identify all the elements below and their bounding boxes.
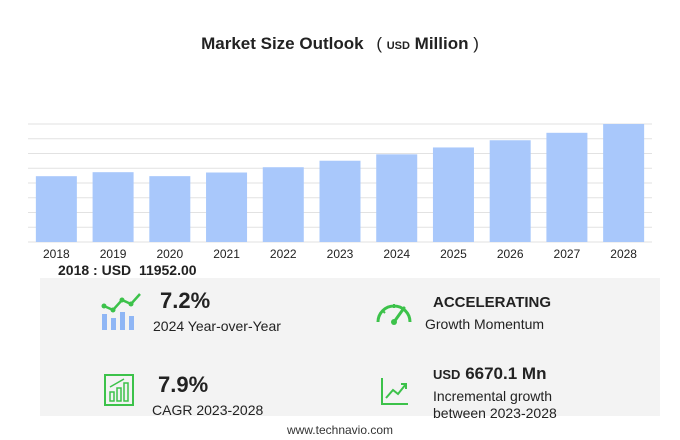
stats-panel: 7.2% 2024 Year-over-Year ACCELERATING Gr… — [40, 278, 660, 421]
bar-growth-icon — [104, 374, 134, 406]
growth-chart-icon — [101, 293, 141, 330]
x-tick-label: 2026 — [497, 247, 524, 261]
momentum-label: Growth Momentum — [425, 316, 545, 332]
bar-2028 — [603, 124, 645, 242]
title-text: Market Size Outlook — [201, 34, 364, 53]
bar-2019 — [92, 172, 134, 242]
x-tick-label: 2024 — [383, 247, 410, 261]
base-year-value: 2018 : USD 11952.00 — [58, 262, 197, 278]
incremental-label-1: Incremental growth — [433, 388, 553, 404]
unit-main: Million — [414, 34, 469, 53]
bar-2021 — [206, 172, 248, 242]
incremental-label-2: between 2023-2028 — [433, 405, 557, 421]
x-tick-label: 2027 — [554, 247, 581, 261]
bar-2025 — [432, 147, 474, 242]
bar-2023 — [319, 160, 361, 242]
x-tick-label: 2018 — [43, 247, 70, 261]
bar-2026 — [489, 140, 531, 242]
x-tick-label: 2025 — [440, 247, 467, 261]
bar-2022 — [262, 167, 304, 242]
cagr-value: 7.9% — [158, 372, 209, 397]
incremental-value: USD 6670.1 Mn — [433, 364, 546, 384]
unit-prefix: USD — [386, 40, 410, 52]
momentum-value: ACCELERATING — [433, 294, 552, 311]
footer-url: www.technavio.com — [286, 423, 394, 437]
bar-2024 — [376, 154, 418, 242]
yoy-label: 2024 Year-over-Year — [153, 318, 281, 334]
yoy-value: 7.2% — [160, 288, 211, 313]
speedometer-icon — [376, 304, 412, 325]
incremental-prefix: USD — [433, 367, 461, 382]
base-year-amount: 11952.00 — [138, 262, 197, 278]
trend-up-icon — [381, 378, 408, 405]
bar-2020 — [149, 176, 191, 242]
x-tick-label: 2020 — [156, 247, 183, 261]
bar-2027 — [546, 132, 588, 242]
base-year-label: 2018 : USD — [58, 262, 132, 278]
cagr-label: CAGR 2023-2028 — [152, 402, 264, 418]
x-tick-label: 2021 — [213, 247, 240, 261]
x-tick-label: 2023 — [327, 247, 354, 261]
title-unit: ( USD Million ) — [376, 34, 479, 53]
bar-chart: 2018 2019 2020 2021 2022 2023 2024 2025 2026 2027… — [28, 123, 652, 261]
x-tick-label: 2022 — [270, 247, 297, 261]
chart-title: Market Size Outlook ( USD Million ) — [0, 34, 680, 54]
x-tick-label: 2019 — [100, 247, 127, 261]
x-tick-label: 2028 — [610, 247, 637, 261]
bar-2018 — [35, 176, 77, 242]
incremental-amount: 6670.1 Mn — [465, 364, 547, 383]
